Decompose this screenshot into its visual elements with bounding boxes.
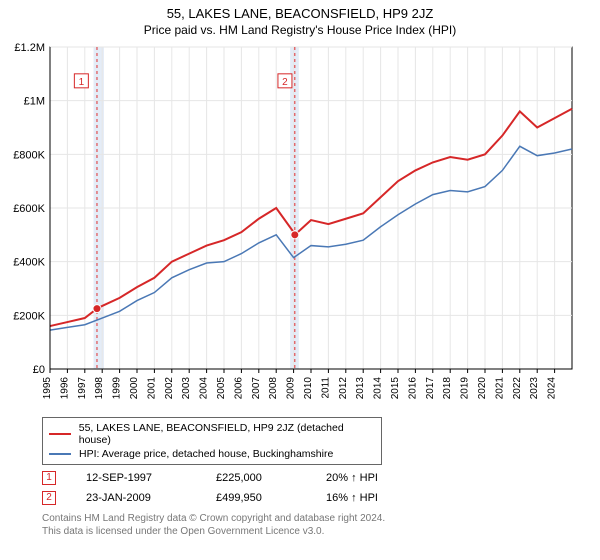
svg-text:1997: 1997 [77,377,88,400]
svg-text:2002: 2002 [164,377,175,400]
svg-text:2024: 2024 [547,377,558,400]
svg-text:2021: 2021 [494,377,505,400]
svg-text:2001: 2001 [146,377,157,400]
svg-text:2016: 2016 [407,377,418,400]
svg-text:£200K: £200K [13,310,45,322]
svg-text:£0: £0 [33,364,45,376]
page-subtitle: Price paid vs. HM Land Registry's House … [0,21,600,41]
svg-text:2004: 2004 [199,377,210,400]
svg-text:2012: 2012 [338,377,349,400]
legend-item: 55, LAKES LANE, BEACONSFIELD, HP9 2JZ (d… [49,421,375,447]
svg-text:2015: 2015 [390,377,401,400]
legend-label: 55, LAKES LANE, BEACONSFIELD, HP9 2JZ (d… [79,422,375,446]
svg-text:2019: 2019 [460,377,471,400]
svg-text:2: 2 [282,77,288,88]
svg-text:£800K: £800K [13,149,45,161]
svg-text:1995: 1995 [42,377,53,400]
svg-text:1999: 1999 [112,377,123,400]
svg-text:2014: 2014 [373,377,384,400]
chart: £0 £200K £400K £600K £800K £1M £1.2M 1995 1996 19… [10,41,590,411]
svg-text:2017: 2017 [425,377,436,400]
legend: 55, LAKES LANE, BEACONSFIELD, HP9 2JZ (d… [42,417,382,465]
event-delta: 20% ↑ HPI [326,472,378,484]
svg-text:2000: 2000 [129,377,140,400]
events: 1 12-SEP-1997 £225,000 20% ↑ HPI 2 23-JAN-200… [0,471,600,505]
legend-item: HPI: Average price, detached house, Buck… [49,447,375,461]
event-price: £499,950 [216,492,296,504]
event-marker: 2 [42,491,56,505]
svg-text:2010: 2010 [303,377,314,400]
svg-text:2003: 2003 [181,377,192,400]
svg-text:1996: 1996 [59,377,70,400]
svg-text:2020: 2020 [477,377,488,400]
event-date: 12-SEP-1997 [86,472,186,484]
container: 55, LAKES LANE, BEACONSFIELD, HP9 2JZ Pr… [0,0,600,560]
event-row: 1 12-SEP-1997 £225,000 20% ↑ HPI [42,471,600,485]
svg-text:2013: 2013 [355,377,366,400]
svg-text:2023: 2023 [529,377,540,400]
footer-line: Contains HM Land Registry data © Crown c… [42,513,600,526]
svg-text:£1M: £1M [24,96,45,108]
footer: Contains HM Land Registry data © Crown c… [42,513,600,538]
svg-text:2005: 2005 [216,377,227,400]
legend-swatch [49,453,71,455]
svg-text:£400K: £400K [13,257,45,269]
chart-svg: £0 £200K £400K £600K £800K £1M £1.2M 1995 1996 19… [10,41,590,411]
legend-swatch [49,433,71,435]
svg-text:2007: 2007 [251,377,262,400]
page-title: 55, LAKES LANE, BEACONSFIELD, HP9 2JZ [0,0,600,21]
svg-text:2022: 2022 [512,377,523,400]
svg-text:£1.2M: £1.2M [14,42,45,54]
svg-text:2011: 2011 [320,377,331,399]
event-delta: 16% ↑ HPI [326,492,378,504]
svg-text:1: 1 [79,77,85,88]
svg-text:2009: 2009 [286,377,297,400]
event-row: 2 23-JAN-2009 £499,950 16% ↑ HPI [42,491,600,505]
event-price: £225,000 [216,472,296,484]
svg-text:2018: 2018 [442,377,453,400]
event-marker: 1 [42,471,56,485]
svg-text:£600K: £600K [13,203,45,215]
svg-text:2006: 2006 [233,377,244,400]
footer-line: This data is licensed under the Open Gov… [42,526,600,539]
legend-label: HPI: Average price, detached house, Buck… [79,448,333,460]
svg-text:2008: 2008 [268,377,279,400]
svg-text:1998: 1998 [94,377,105,400]
event-date: 23-JAN-2009 [86,492,186,504]
